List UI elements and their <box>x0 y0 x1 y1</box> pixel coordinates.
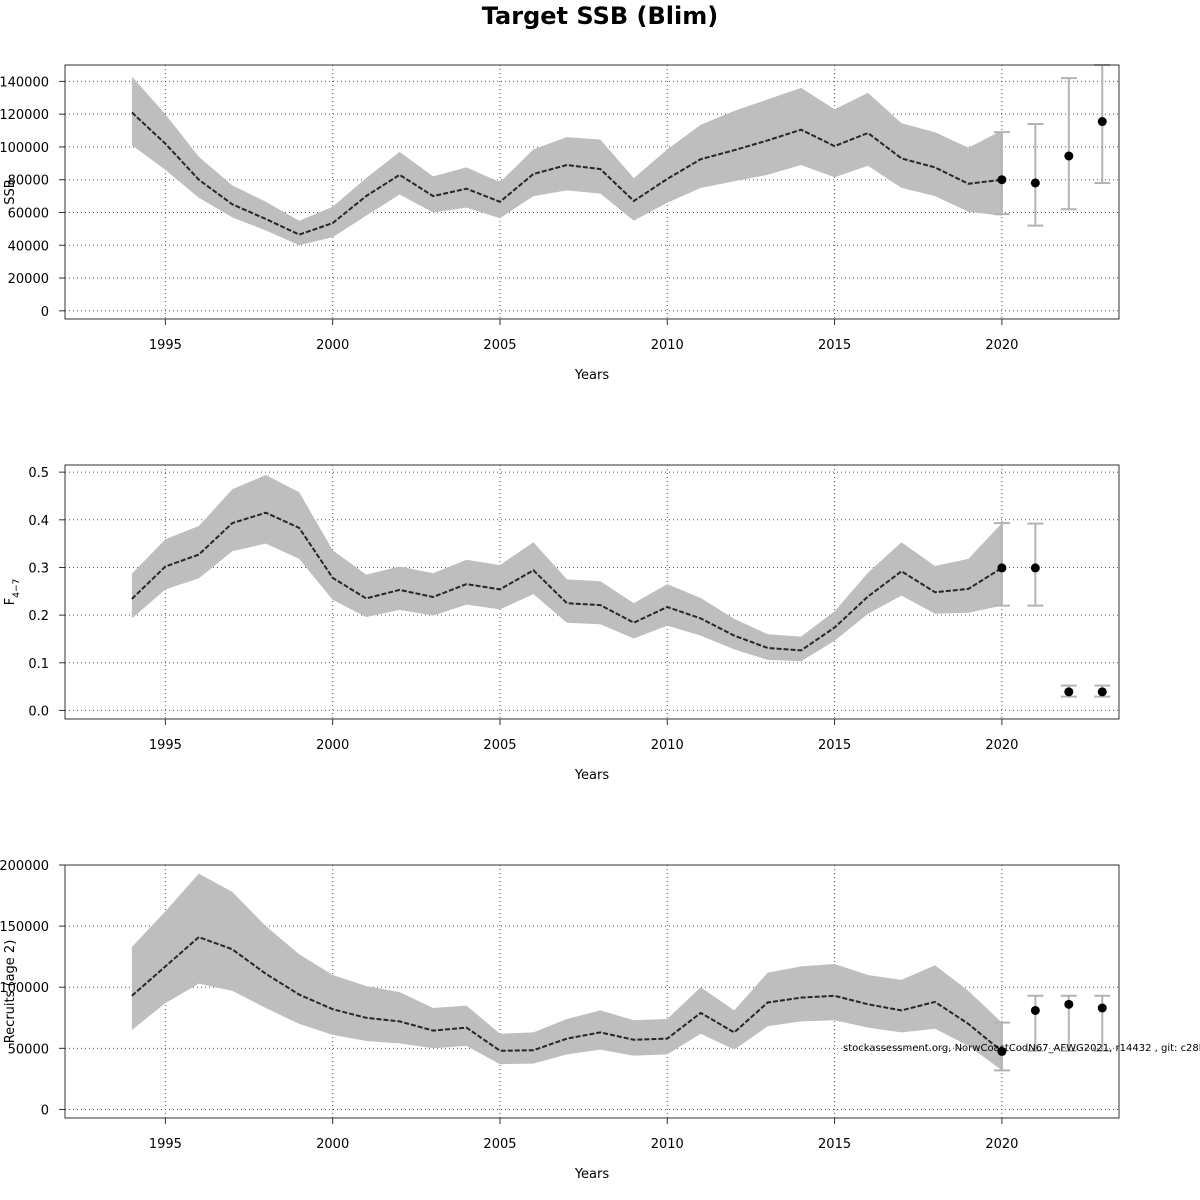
y-tick-label: 0 <box>41 305 49 320</box>
x-tick-label: 2005 <box>483 338 516 353</box>
y-axis-label: Recruits (age 2) <box>3 940 18 1044</box>
y-tick-label: 80000 <box>8 174 49 189</box>
y-tick-label: 100000 <box>0 141 49 156</box>
y-tick-label: 0.0 <box>28 704 49 719</box>
y-tick-label: 20000 <box>8 272 49 287</box>
chart-title: Target SSB (Blim) <box>482 2 718 30</box>
forecast-point[interactable] <box>1030 1005 1040 1015</box>
chart-panel-1: 1995 2000 2005 2010 2015 2020 0 20000 40000 60000… <box>0 64 1120 383</box>
confidence-band <box>131 873 1002 1071</box>
y-tick-label: 150000 <box>0 920 49 935</box>
x-tick-label: 1995 <box>149 338 182 353</box>
plot-frame <box>64 464 1120 720</box>
forecast-point[interactable] <box>997 1046 1007 1056</box>
forecast-point[interactable] <box>1064 999 1074 1009</box>
y-tick-label: 40000 <box>8 239 49 254</box>
chart-panel-2: 1995 2000 2005 2010 2015 2020 0.0 0.1 0.2 0.3 0.4 0… <box>3 464 1120 783</box>
y-axis-label-subscript: 4−7 <box>12 579 22 598</box>
forecast-point[interactable] <box>997 175 1007 185</box>
x-tick-label: 2000 <box>316 1137 349 1152</box>
forecast-point[interactable] <box>1097 117 1107 127</box>
forecast-point[interactable] <box>1097 1003 1107 1013</box>
y-tick-label: 120000 <box>0 108 49 123</box>
y-axis-label: F4−7 <box>3 579 22 605</box>
y-tick-label: 140000 <box>0 75 49 90</box>
x-tick-label: 2010 <box>651 1137 684 1152</box>
forecast-point[interactable] <box>1030 178 1040 188</box>
estimate-line <box>131 111 1003 236</box>
x-tick-label: 2020 <box>985 338 1018 353</box>
confidence-band <box>131 475 1002 662</box>
x-axis-label: Years <box>574 368 610 383</box>
x-tick-label: 1995 <box>149 738 182 753</box>
x-tick-label: 2015 <box>818 338 851 353</box>
plot-frame <box>64 64 1120 320</box>
y-tick-label: 0.3 <box>28 561 49 576</box>
y-tick-label: 50000 <box>8 1042 49 1057</box>
y-tick-label: 200000 <box>0 859 49 874</box>
y-tick-label: 0.1 <box>28 657 49 672</box>
x-axis-label: Years <box>574 768 610 783</box>
x-tick-label: 2000 <box>316 738 349 753</box>
confidence-band <box>131 76 1002 246</box>
x-tick-label: 2005 <box>483 738 516 753</box>
y-tick-label: 0.2 <box>28 609 49 624</box>
x-tick-label: 2020 <box>985 1137 1018 1152</box>
y-tick-label: 60000 <box>8 206 49 221</box>
y-tick-label: 100000 <box>0 981 49 996</box>
forecast-point[interactable] <box>1064 151 1074 161</box>
x-tick-label: 2000 <box>316 338 349 353</box>
forecast-point[interactable] <box>1030 563 1040 573</box>
plot-frame <box>64 864 1120 1119</box>
x-tick-label: 2020 <box>985 738 1018 753</box>
y-tick-label: 0.4 <box>28 514 49 529</box>
x-tick-label: 2010 <box>651 738 684 753</box>
forecast-point[interactable] <box>1097 687 1107 697</box>
chart-panel-3: 1995 2000 2005 2010 2015 2020 0 50000 100000 1500… <box>0 859 1120 1182</box>
y-axis-label: SSB <box>3 179 18 204</box>
footnote: stockassessment.org, NorwCoastCodN67_AFW… <box>843 1043 1200 1054</box>
x-tick-label: 1995 <box>149 1137 182 1152</box>
forecast-point[interactable] <box>1064 687 1074 697</box>
x-axis-label: Years <box>574 1167 610 1182</box>
forecast-point[interactable] <box>997 563 1007 573</box>
x-tick-label: 2005 <box>483 1137 516 1152</box>
y-tick-label: 0 <box>41 1103 49 1118</box>
x-tick-label: 2015 <box>818 1137 851 1152</box>
x-tick-label: 2010 <box>651 338 684 353</box>
x-tick-label: 2015 <box>818 738 851 753</box>
y-tick-label: 0.5 <box>28 466 49 481</box>
estimate-line <box>131 511 1003 652</box>
estimate-line <box>131 935 1003 1053</box>
